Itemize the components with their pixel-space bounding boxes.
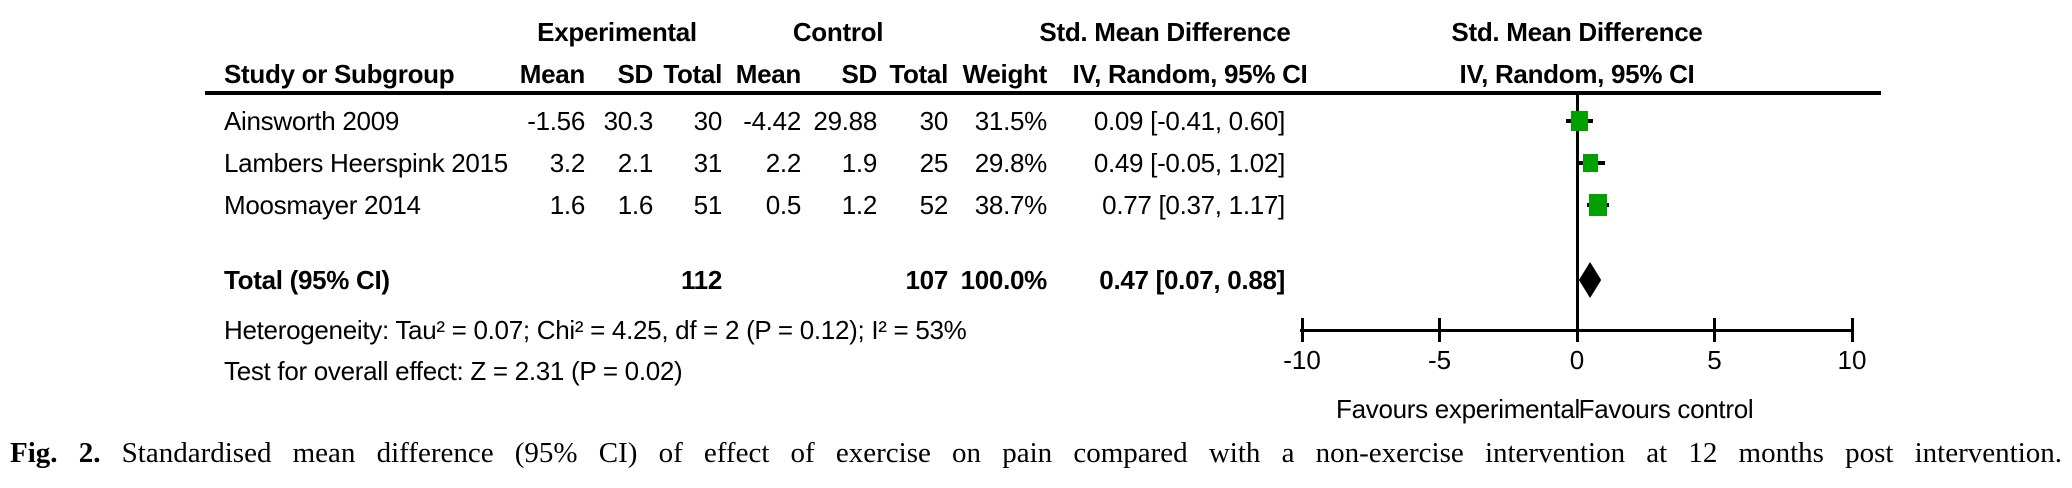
total-ctl: 52 — [919, 190, 949, 220]
axis-tick — [1438, 318, 1441, 342]
sd-exp: 30.3 — [603, 106, 654, 136]
axis-tick-label: -10 — [1283, 345, 1321, 375]
col-header-mean-exp: Mean — [519, 59, 586, 89]
axis-tick — [1850, 318, 1854, 342]
weight: 38.7% — [974, 190, 1048, 220]
col-header-sd-exp: SD — [617, 59, 653, 89]
ci-text: 0.09 [-0.41, 0.60] — [1093, 106, 1285, 136]
axis-tick — [1713, 318, 1716, 342]
total-exp: 30 — [693, 106, 723, 136]
col-header-mean-ctl: Mean — [735, 59, 802, 89]
total-ci-text: 0.47 [0.07, 0.88] — [1099, 265, 1285, 295]
total-exp: 51 — [693, 190, 723, 220]
header-experimental: Experimental — [537, 17, 697, 47]
col-header-ci-left: IV, Random, 95% CI — [1072, 59, 1308, 89]
total-ctl: 25 — [919, 148, 949, 178]
col-header-total-exp: Total — [663, 59, 722, 89]
sd-exp: 2.1 — [617, 148, 654, 178]
study-marker — [1582, 153, 1599, 173]
heterogeneity-stats: Heterogeneity: Tau² = 0.07; Chi² = 4.25,… — [224, 315, 967, 345]
header-smd-left: Std. Mean Difference — [1039, 17, 1291, 47]
mean-ctl: 2.2 — [765, 148, 802, 178]
total-ctl-sum: 107 — [905, 265, 949, 295]
figure-caption-label: Fig. 2. — [10, 437, 101, 469]
col-header-total-ctl: Total — [889, 59, 948, 89]
ci-text: 0.77 [0.37, 1.17] — [1102, 190, 1285, 220]
axis-tick — [1300, 318, 1304, 342]
col-header-ci-right: IV, Random, 95% CI — [1459, 59, 1695, 89]
mean-exp: 3.2 — [549, 148, 586, 178]
overall-diamond — [1578, 262, 1602, 298]
mean-ctl: -4.42 — [743, 106, 801, 136]
header-smd-right: Std. Mean Difference — [1451, 17, 1703, 47]
study-name: Lambers Heerspink 2015 — [224, 148, 508, 178]
axis-tick-label: 0 — [1569, 345, 1585, 375]
ci-text: 0.49 [-0.05, 1.02] — [1093, 148, 1285, 178]
favours-left-label: Favours experimental — [1336, 394, 1580, 424]
overall-effect-stats: Test for overall effect: Z = 2.31 (P = 0… — [224, 356, 683, 386]
study-marker — [1571, 111, 1588, 131]
axis-tick-label: -5 — [1427, 345, 1452, 375]
sd-ctl: 1.2 — [841, 190, 878, 220]
mean-ctl: 0.5 — [765, 190, 802, 220]
total-label: Total (95% CI) — [224, 265, 390, 295]
total-weight: 100.0% — [960, 265, 1048, 295]
favours-right-label: Favours control — [1578, 394, 1754, 424]
study-marker — [1589, 194, 1608, 216]
total-exp-sum: 112 — [680, 265, 722, 295]
col-header-study: Study or Subgroup — [224, 59, 455, 89]
study-name: Moosmayer 2014 — [224, 190, 421, 220]
zero-line — [1575, 95, 1579, 330]
axis-tick — [1575, 318, 1579, 342]
header-rule — [205, 91, 1881, 95]
axis-tick-label: 5 — [1707, 345, 1722, 375]
header-control: Control — [792, 17, 884, 47]
col-header-sd-ctl: SD — [841, 59, 877, 89]
study-name: Ainsworth 2009 — [224, 106, 400, 136]
sd-ctl: 1.9 — [841, 148, 878, 178]
col-header-weight: Weight — [962, 59, 1048, 89]
sd-ctl: 29.88 — [813, 106, 877, 136]
weight: 31.5% — [974, 106, 1048, 136]
sd-exp: 1.6 — [617, 190, 654, 220]
total-exp: 31 — [693, 148, 723, 178]
total-ctl: 30 — [919, 106, 949, 136]
mean-exp: -1.56 — [527, 106, 585, 136]
figure-caption-text: Standardised mean difference (95% CI) of… — [121, 437, 2062, 469]
mean-exp: 1.6 — [549, 190, 586, 220]
figure-caption: Fig. 2. Standardised mean difference (95… — [10, 436, 2062, 470]
weight: 29.8% — [974, 148, 1048, 178]
axis-tick-label: 10 — [1837, 345, 1867, 375]
